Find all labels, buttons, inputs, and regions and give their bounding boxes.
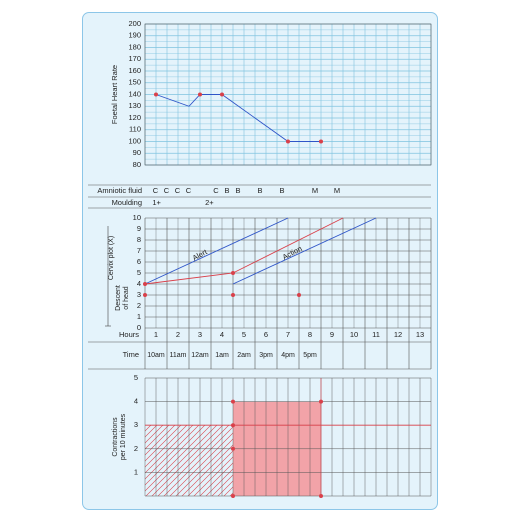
fhr-tick-label: 180 xyxy=(128,42,141,51)
hours-cell: 2 xyxy=(176,330,180,339)
cervix-point xyxy=(231,271,235,275)
hours-cell: 11 xyxy=(372,330,380,339)
contractions-point xyxy=(231,446,235,451)
cervix-tick-label: 10 xyxy=(133,213,141,222)
cervix-tick-label: 4 xyxy=(137,279,141,288)
moulding-label: Moulding xyxy=(112,198,142,207)
fhr-frame xyxy=(144,23,432,166)
contractions-point xyxy=(319,494,323,498)
fhr-tick-label: 130 xyxy=(128,101,141,110)
descent-point xyxy=(297,293,301,297)
hours-cell: 8 xyxy=(308,330,312,339)
time-cell: 12am xyxy=(191,352,209,359)
fhr-tick-label: 160 xyxy=(128,66,141,75)
amniotic-entry: B xyxy=(279,186,284,195)
amniotic-entry: C xyxy=(153,186,159,195)
hours-cell: 12 xyxy=(394,330,402,339)
hours-cell: 1 xyxy=(154,330,158,339)
amniotic-entry: B xyxy=(224,186,229,195)
cervix-point xyxy=(143,282,147,286)
contractions-tick-label: 4 xyxy=(134,397,138,406)
contractions-tick-label: 2 xyxy=(134,444,138,453)
fhr-point xyxy=(319,139,323,144)
time-cell: 1am xyxy=(215,352,229,359)
fhr-tick-label: 200 xyxy=(128,19,141,28)
time-cell: 11am xyxy=(170,352,187,359)
contractions-tick-label: 1 xyxy=(134,467,138,476)
time-cell: 3pm xyxy=(259,352,273,359)
fhr-point xyxy=(198,92,202,97)
time-label: Time xyxy=(123,350,139,359)
cervix-tick-label: 3 xyxy=(137,290,141,299)
action-line xyxy=(232,217,377,285)
hours-cell: 9 xyxy=(330,330,334,339)
cervix-tick-label: 1 xyxy=(137,312,141,321)
fhr-tick-label: 110 xyxy=(129,125,141,134)
amniotic-entry: C xyxy=(175,186,181,195)
hours-cell: 3 xyxy=(198,330,202,339)
cervix-axis-label: Cervix plot (X) xyxy=(108,236,115,280)
fhr-point xyxy=(220,92,224,97)
contractions-point xyxy=(231,494,235,498)
cervix-tick-label: 0 xyxy=(137,323,141,332)
time-cell: 2am xyxy=(237,352,251,359)
hours-cell: 4 xyxy=(220,330,224,339)
descent-label-1: Descent xyxy=(115,285,122,311)
amniotic-entry: B xyxy=(235,186,240,195)
contractions-axis-label-1: Contractions xyxy=(112,417,119,457)
time-cell: 4pm xyxy=(281,352,295,359)
moulding-entry: 2+ xyxy=(205,198,214,207)
fhr-point xyxy=(286,139,290,144)
fhr-tick-label: 120 xyxy=(128,113,141,122)
cervix-tick-label: 9 xyxy=(137,224,141,233)
fhr-tick-label: 80 xyxy=(133,160,141,169)
hours-cell: 6 xyxy=(264,330,268,339)
fhr-tick-label: 150 xyxy=(128,78,141,87)
cervix-tick-label: 6 xyxy=(137,257,141,266)
fhr-tick-label: 190 xyxy=(128,31,141,40)
amniotic-entry: C xyxy=(186,186,192,195)
contractions-tick-label: 3 xyxy=(134,420,138,429)
action-label: Action xyxy=(281,244,304,262)
fhr-tick-label: 100 xyxy=(128,136,141,145)
hours-cell: 5 xyxy=(242,330,246,339)
cervix-tick-label: 8 xyxy=(137,235,141,244)
amniotic-entry: M xyxy=(312,186,318,195)
fhr-tick-label: 140 xyxy=(128,89,141,98)
amniotic-entry: M xyxy=(334,186,340,195)
contractions-tick-label: 5 xyxy=(134,373,138,382)
contractions-point xyxy=(231,423,235,428)
hours-cell: 13 xyxy=(416,330,424,339)
contractions-point xyxy=(231,399,235,404)
fhr-axis-label: Foetal Heart Rate xyxy=(110,65,119,124)
fhr-point xyxy=(154,92,158,97)
hours-cell: 10 xyxy=(350,330,358,339)
time-cell: 10am xyxy=(147,352,165,359)
contractions-point xyxy=(319,399,323,404)
hours-cell: 7 xyxy=(286,330,290,339)
cervix-tick-label: 5 xyxy=(137,268,141,277)
amniotic-entry: C xyxy=(213,186,219,195)
descent-point xyxy=(231,293,235,297)
hours-label: Hours xyxy=(119,330,139,339)
fhr-tick-label: 90 xyxy=(133,148,141,157)
moulding-entry: 1+ xyxy=(152,198,161,207)
time-cell: 5pm xyxy=(303,352,317,359)
descent-label-2: of head xyxy=(123,286,130,309)
amniotic-entry: B xyxy=(257,186,262,195)
amniotic-label: Amniotic fluid xyxy=(97,186,142,195)
contractions-axis-label-2: per 10 minutes xyxy=(120,413,127,460)
cervix-tick-label: 2 xyxy=(137,301,141,310)
fhr-line xyxy=(155,94,321,142)
amniotic-entry: C xyxy=(164,186,170,195)
fhr-tick-label: 170 xyxy=(128,54,141,63)
cervix-tick-label: 7 xyxy=(137,246,141,255)
alert-line xyxy=(144,217,289,285)
descent-point xyxy=(143,293,147,297)
